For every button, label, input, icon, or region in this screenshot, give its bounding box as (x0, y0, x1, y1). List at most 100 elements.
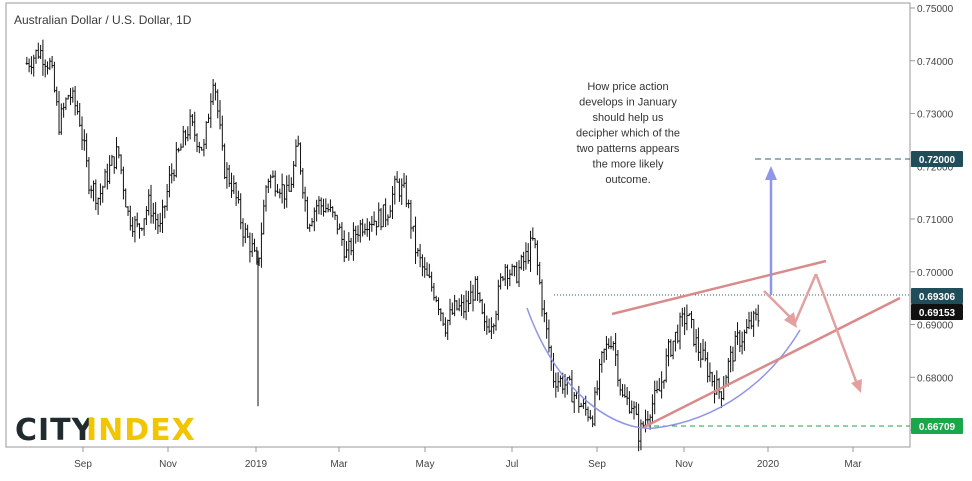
price-bar (460, 294, 463, 316)
y-tick-label: 0.75000 (917, 4, 954, 15)
price-bar (239, 193, 242, 230)
price-bar (308, 223, 311, 232)
y-axis-ticks: 0.75000 0.74000 0.73000 0.72000 0.71000 0.700… (910, 4, 954, 437)
price-bar (108, 155, 111, 185)
price-bar (462, 294, 466, 319)
price-bar (248, 232, 252, 263)
price-bar (64, 97, 68, 111)
price-bar (545, 312, 548, 339)
price-bar (554, 372, 558, 398)
price-bar (34, 49, 38, 64)
price-bar (476, 276, 479, 302)
price-bar (78, 102, 81, 127)
price-bar (616, 349, 620, 387)
price-bar (421, 254, 424, 277)
chart-title: Australian Dollar / U.S. Dollar, 1D (14, 13, 192, 27)
price-bar (317, 196, 321, 215)
price-bar (520, 254, 523, 270)
price-bar (485, 315, 489, 335)
price-bar (338, 223, 341, 230)
price-bar (39, 44, 42, 60)
price-bar (103, 168, 107, 188)
price-bar (614, 332, 617, 367)
price-bar (586, 406, 590, 422)
price-bar (729, 345, 732, 373)
price-bar (697, 327, 700, 361)
price-bar (25, 56, 29, 65)
price-bar (529, 230, 532, 272)
price-bar (182, 125, 185, 148)
price-bar (246, 224, 249, 238)
price-bar (577, 385, 581, 413)
price-bar (708, 362, 712, 382)
price-bar (393, 175, 397, 205)
price-bar (738, 330, 742, 353)
price-bar (414, 216, 417, 265)
price-bar (582, 397, 585, 409)
price-level-badges: 0.72000 0.69306 0.69153 0.66709 (911, 151, 963, 434)
price-bar (455, 300, 459, 311)
price-bar (658, 378, 661, 392)
price-bar (94, 179, 98, 211)
logo-city-text: CITY (15, 413, 95, 448)
price-bar (699, 342, 702, 368)
price-bar (740, 331, 744, 355)
price-bar (119, 154, 123, 175)
price-bar (499, 273, 502, 290)
price-bar (423, 257, 426, 278)
price-bar (694, 329, 698, 353)
price-bar (87, 157, 91, 195)
price-bar (692, 318, 696, 347)
price-bar (124, 188, 127, 208)
price-bar (207, 113, 210, 123)
price-bar (439, 308, 443, 322)
y-tick-label: 0.73000 (917, 110, 954, 121)
price-bar (448, 298, 452, 326)
price-bar (711, 371, 714, 387)
price-bar (294, 139, 298, 167)
price-bar (163, 205, 167, 219)
price-bar (366, 218, 369, 237)
price-bar (278, 188, 282, 199)
price-bar (389, 205, 392, 218)
x-axis-ticks: Sep Nov 2019 Mar May Jul Sep Nov 2020 Mar (74, 447, 862, 470)
price-bar (510, 263, 514, 276)
price-bar (30, 56, 33, 75)
price-bar (186, 126, 190, 142)
price-bar (458, 298, 461, 312)
price-bar (591, 415, 594, 428)
price-bar (446, 319, 449, 340)
price-bar (536, 240, 539, 276)
price-bar (531, 227, 535, 241)
price-bar (662, 379, 666, 389)
price-bar (504, 264, 507, 286)
price-bar (430, 271, 433, 292)
price-bar (96, 197, 100, 215)
commentary-line: outcome. (605, 174, 650, 186)
price-bar (326, 203, 330, 213)
commentary-line: the more likely (593, 159, 664, 171)
price-bar (745, 319, 748, 334)
price-bar (524, 242, 528, 270)
price-bar (241, 218, 245, 247)
price-bar (607, 338, 610, 349)
plot-frame (5, 2, 911, 448)
price-bar (122, 166, 125, 200)
price-bar (333, 211, 337, 220)
price-bar (501, 275, 505, 282)
price-bar (200, 146, 203, 151)
price-bar (85, 133, 88, 168)
price-bar (310, 217, 314, 227)
price-bar (494, 310, 498, 331)
price-bar (138, 223, 141, 239)
y-tick-label: 0.71000 (917, 215, 954, 226)
x-tick-label: Nov (675, 459, 693, 470)
price-bar (584, 395, 587, 416)
price-bar (262, 199, 265, 235)
price-bar (188, 109, 192, 140)
price-bar (232, 175, 236, 194)
price-bar (349, 237, 353, 256)
price-bar (90, 185, 93, 199)
price-bar (269, 174, 272, 189)
price-bar (416, 247, 420, 257)
